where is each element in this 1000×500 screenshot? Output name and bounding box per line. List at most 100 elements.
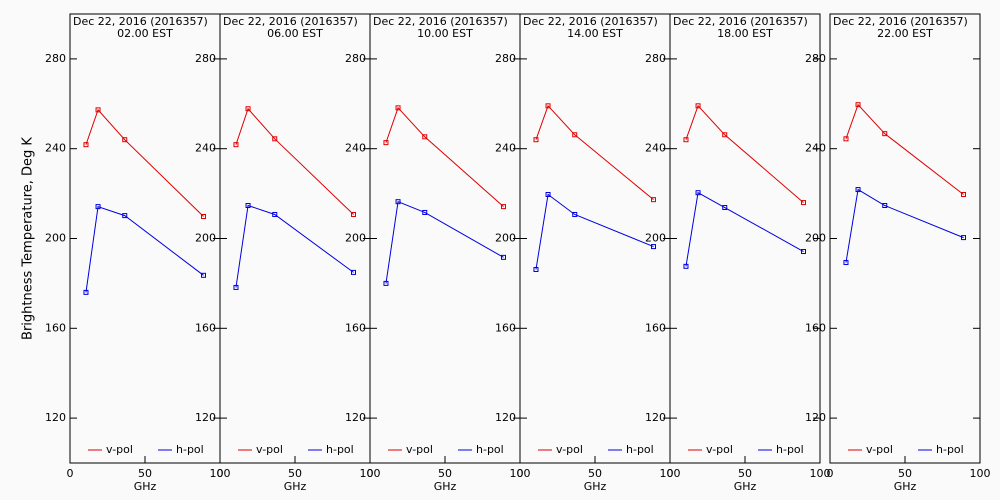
point-marker: [545, 191, 551, 197]
legend-label: v-pol: [256, 443, 283, 456]
y-tick-label: 240: [195, 142, 216, 155]
y-tick-label: 160: [195, 321, 216, 334]
x-tick-label: 50: [738, 467, 752, 480]
y-tick-label: 160: [45, 321, 66, 334]
legend-label: h-pol: [476, 443, 504, 456]
y-tick-label: 240: [45, 142, 66, 155]
y-tick-label: 200: [805, 232, 826, 245]
point-marker: [533, 137, 539, 143]
point-marker: [422, 134, 428, 140]
x-tick-label: 0: [367, 467, 374, 480]
y-tick-label: 120: [805, 411, 826, 424]
point-marker: [395, 199, 401, 205]
point-marker: [383, 280, 389, 286]
plot-frame: [669, 13, 821, 464]
series-line: [385, 200, 504, 284]
y-tick-label: 240: [645, 142, 666, 155]
legend-label: h-pol: [326, 443, 354, 456]
series-line: [535, 104, 654, 201]
series-line: [845, 103, 964, 195]
y-tick-label: 240: [805, 142, 826, 155]
series-line: [235, 107, 354, 215]
panel-subtitle: 14.00 EST: [567, 27, 623, 40]
y-tick-label: 280: [195, 52, 216, 65]
x-tick-label: 100: [510, 467, 531, 480]
point-marker: [651, 197, 656, 203]
x-tick-label: 100: [660, 467, 681, 480]
y-tick-label: 280: [645, 52, 666, 65]
point-marker: [233, 284, 239, 290]
point-marker: [683, 137, 689, 143]
y-tick-label: 120: [45, 411, 66, 424]
series-line: [845, 188, 964, 263]
legend-label: h-pol: [776, 443, 804, 456]
point-marker: [501, 204, 506, 210]
panel-title: Dec 22, 2016 (2016357): [833, 15, 968, 28]
y-tick-label: 280: [45, 52, 66, 65]
panel-subtitle: 10.00 EST: [417, 27, 473, 40]
x-tick-label: 0: [217, 467, 224, 480]
panel-subtitle: 06.00 EST: [267, 27, 323, 40]
legend-label: v-pol: [406, 443, 433, 456]
series-line: [685, 191, 804, 267]
x-tick-label: 50: [288, 467, 302, 480]
legend-label: v-pol: [106, 443, 133, 456]
point-marker: [801, 249, 806, 255]
y-tick-label: 240: [495, 142, 516, 155]
y-tick-label: 120: [345, 411, 366, 424]
x-tick-label: 100: [360, 467, 381, 480]
point-marker: [201, 213, 206, 219]
point-marker: [351, 269, 356, 275]
point-marker: [272, 211, 278, 217]
y-tick-label: 280: [345, 52, 366, 65]
point-marker: [695, 103, 701, 109]
panel-title: Dec 22, 2016 (2016357): [673, 15, 808, 28]
legend-label: h-pol: [936, 443, 964, 456]
x-axis-label: GHz: [894, 480, 917, 493]
point-marker: [501, 254, 506, 260]
x-tick-label: 50: [898, 467, 912, 480]
y-axis-label: Brightness Temperature, Deg K: [21, 137, 36, 340]
x-tick-label: 0: [827, 467, 834, 480]
panel-title: Dec 22, 2016 (2016357): [223, 15, 358, 28]
point-marker: [122, 213, 128, 219]
point-marker: [83, 142, 89, 148]
y-tick-label: 280: [495, 52, 516, 65]
y-tick-label: 120: [495, 411, 516, 424]
point-marker: [651, 244, 656, 250]
point-marker: [882, 202, 888, 208]
series-line: [85, 205, 204, 293]
y-tick-label: 200: [195, 232, 216, 245]
point-marker: [95, 204, 101, 210]
point-marker: [83, 289, 89, 295]
y-tick-label: 160: [495, 321, 516, 334]
legend-label: h-pol: [176, 443, 204, 456]
x-tick-label: 50: [138, 467, 152, 480]
point-marker: [961, 191, 966, 197]
series-line: [535, 193, 654, 270]
point-marker: [683, 263, 689, 269]
panel-subtitle: 22.00 EST: [877, 27, 933, 40]
y-tick-label: 280: [805, 52, 826, 65]
point-marker: [245, 106, 251, 112]
point-marker: [572, 132, 578, 138]
x-tick-label: 50: [588, 467, 602, 480]
panel-title: Dec 22, 2016 (2016357): [523, 15, 658, 28]
panel-subtitle: 02.00 EST: [117, 27, 173, 40]
point-marker: [245, 202, 251, 208]
x-tick-label: 0: [67, 467, 74, 480]
point-marker: [801, 200, 806, 206]
panel-title: Dec 22, 2016 (2016357): [73, 15, 208, 28]
point-marker: [545, 103, 551, 109]
point-marker: [722, 132, 728, 138]
legend-label: h-pol: [626, 443, 654, 456]
y-tick-label: 200: [45, 232, 66, 245]
point-marker: [395, 105, 401, 111]
point-marker: [855, 102, 861, 108]
x-tick-label: 100: [210, 467, 231, 480]
x-axis-label: GHz: [134, 480, 157, 493]
y-tick-label: 240: [345, 142, 366, 155]
point-marker: [533, 266, 539, 272]
point-marker: [722, 205, 728, 211]
